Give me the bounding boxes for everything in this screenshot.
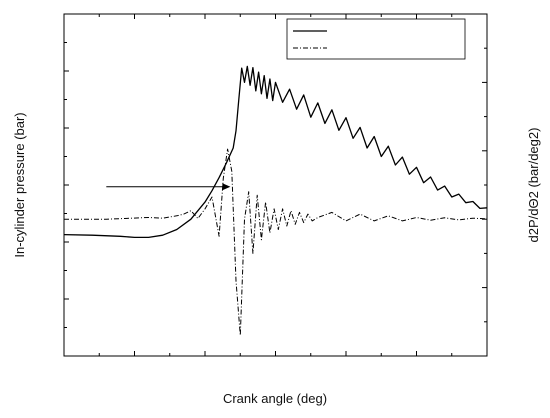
plot-background — [64, 14, 487, 356]
legend — [287, 19, 465, 59]
legend-box — [287, 19, 465, 59]
plot-area — [64, 14, 487, 356]
y-axis-left-title: In-cylinder pressure (bar) — [12, 112, 27, 257]
x-axis-title: Crank angle (deg) — [223, 391, 327, 406]
y-axis-right-title: d2P/dΘ2 (bar/deg2) — [526, 128, 541, 243]
